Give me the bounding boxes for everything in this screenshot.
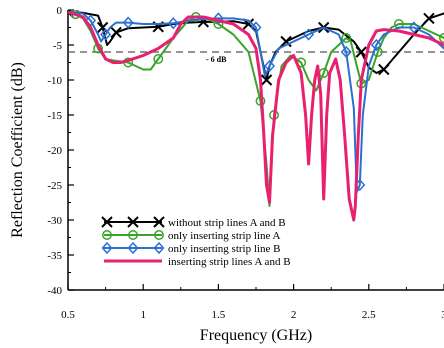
legend-marker — [153, 216, 165, 228]
x-tick-label: 1 — [140, 309, 146, 321]
series-line — [68, 11, 444, 207]
data-point-marker — [355, 46, 367, 58]
legend-entry: without strip lines A and B — [101, 216, 286, 229]
legend-entry: only inserting strip line A — [102, 230, 280, 242]
x-tick-label: 2.5 — [362, 309, 376, 321]
legend-label: only inserting strip line A — [168, 230, 280, 242]
y-tick-label: -20 — [47, 145, 62, 157]
y-tick-label: -15 — [47, 110, 62, 122]
data-point-marker — [110, 26, 122, 39]
data-point-marker — [303, 28, 315, 41]
series-2 — [68, 10, 444, 207]
series-3 — [68, 11, 444, 193]
data-point-marker — [260, 74, 273, 86]
x-tick-label: 2 — [291, 309, 297, 321]
y-tick-label: -30 — [47, 215, 62, 227]
data-point-marker — [341, 33, 352, 43]
data-point-marker — [100, 28, 112, 41]
legend-label: inserting strip lines A and B — [168, 256, 291, 268]
legend-entry: only inserting strip line B — [101, 241, 280, 255]
y-tick-label: -5 — [53, 40, 63, 52]
data-point-marker — [264, 59, 276, 73]
legend-marker — [127, 216, 139, 228]
x-tick-label: 3 — [441, 309, 444, 321]
y-tick-label: -10 — [47, 75, 62, 87]
data-point-marker — [122, 16, 134, 29]
series-4 — [68, 10, 444, 222]
x-tick-label: 0.5 — [61, 309, 75, 321]
tick-labels: 0 -5 -10 -15 -20 -25 -30 -35 -40 0.5 1 1.5 2 2.5 3 — [47, 5, 444, 321]
x-tick-label: 1.5 — [212, 309, 226, 321]
legend-label: without strip lines A and B — [168, 217, 286, 229]
legend-marker — [128, 230, 138, 240]
data-point-marker — [423, 12, 435, 25]
x-axis-title: Frequency (GHz) — [200, 327, 312, 344]
legend-marker — [101, 216, 113, 228]
data-point-marker — [340, 45, 352, 59]
y-axis-title: Reflection Coefficient (dB) — [9, 62, 26, 238]
legend-marker — [101, 241, 113, 255]
y-tick-label: -25 — [47, 180, 62, 192]
data-point-marker — [378, 63, 390, 76]
y-tick-label: -35 — [47, 250, 62, 262]
legend-marker — [154, 230, 164, 240]
legend-entry: inserting strip lines A and B — [104, 256, 291, 268]
data-point-marker — [153, 54, 164, 64]
series-line — [68, 11, 444, 193]
data-point-marker — [167, 17, 179, 30]
data-point-marker — [212, 12, 224, 25]
series-layer — [68, 10, 444, 222]
legend-marker — [127, 241, 139, 255]
data-point-marker — [280, 35, 292, 48]
data-point-marker — [250, 21, 262, 34]
y-tick-label: 0 — [57, 5, 63, 17]
series-line — [68, 10, 444, 222]
data-point-marker — [408, 21, 420, 34]
y-tick-label: -40 — [47, 285, 62, 297]
legend-marker — [102, 230, 112, 240]
axis-ticks — [67, 9, 444, 291]
data-point-marker — [370, 38, 382, 52]
legend-label: only inserting strip line B — [168, 243, 280, 255]
reference-line-label: - 6 dB — [206, 55, 227, 64]
legend-marker — [153, 241, 165, 255]
